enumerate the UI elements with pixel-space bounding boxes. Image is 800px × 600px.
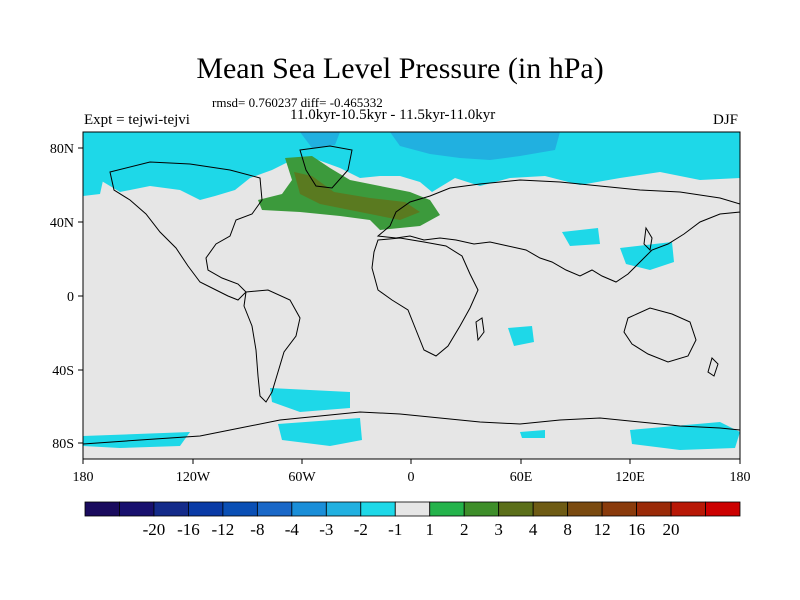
experiment-label: Expt = tejwi-tejvi xyxy=(84,112,190,128)
colorbar-label: -3 xyxy=(319,520,333,539)
colorbar-swatch xyxy=(84,501,120,517)
colorbar-swatch xyxy=(188,501,224,517)
colorbar-label: -4 xyxy=(285,520,300,539)
lat-tick-label: 80N xyxy=(50,142,74,157)
colorbar-label: 8 xyxy=(563,520,572,539)
colorbar-label: -16 xyxy=(177,520,200,539)
longitude-axis: 180 120W 60W 0 60E 120E 180 xyxy=(73,459,751,485)
map-title: Mean Sea Level Pressure (in hPa) xyxy=(196,52,604,85)
lat-tick-label: 40N xyxy=(50,216,74,231)
lon-tick-label: 180 xyxy=(73,470,94,485)
lat-tick-label: 80S xyxy=(52,437,74,452)
lat-tick-label: 40S xyxy=(52,364,74,379)
coastlines xyxy=(82,145,741,445)
colorbar-swatch xyxy=(360,501,396,517)
colorbar-swatch xyxy=(567,501,603,517)
lon-tick-label: 120E xyxy=(615,470,645,485)
colorbar: -20 -16 -12 -8 -4 -3 -2 -1 1 2 3 4 8 12 16 20 xyxy=(84,501,741,539)
colorbar-swatch xyxy=(498,501,534,517)
colorbar-swatch xyxy=(256,501,293,517)
colorbar-label: -8 xyxy=(250,520,264,539)
stats-text: rmsd= 0.760237 diff= -0.465332 xyxy=(212,95,383,110)
lon-tick-label: 60W xyxy=(288,470,316,485)
colorbar-swatch xyxy=(636,501,672,517)
lon-tick-label: 60E xyxy=(510,470,533,485)
colorbar-label: 4 xyxy=(529,520,538,539)
latitude-axis: 80N 40N 0 40S 80S xyxy=(50,142,83,452)
colorbar-label: 2 xyxy=(460,520,469,539)
colorbar-label: -2 xyxy=(354,520,368,539)
colorbar-swatch xyxy=(463,501,500,517)
positive-anomaly-regions xyxy=(258,156,440,230)
lon-tick-label: 180 xyxy=(730,470,751,485)
lon-tick-label: 0 xyxy=(408,470,415,485)
colorbar-swatch xyxy=(153,501,189,517)
colorbar-swatch xyxy=(532,501,569,517)
colorbar-label: 3 xyxy=(494,520,503,539)
colorbar-label: 12 xyxy=(594,520,611,539)
colorbar-swatch xyxy=(601,501,637,517)
lat-tick-label: 0 xyxy=(67,290,74,305)
colorbar-label: 1 xyxy=(425,520,434,539)
period-text: 11.0kyr-10.5kyr - 11.5kyr-11.0kyr xyxy=(290,107,496,123)
colorbar-label: -1 xyxy=(388,520,402,539)
lon-tick-label: 120W xyxy=(176,470,211,485)
colorbar-swatch xyxy=(119,501,155,517)
colorbar-swatch xyxy=(222,501,258,517)
colorbar-swatch xyxy=(291,501,327,517)
colorbar-label: -20 xyxy=(143,520,166,539)
colorbar-label: 16 xyxy=(628,520,645,539)
colorbar-swatch xyxy=(670,501,706,517)
colorbar-swatch xyxy=(394,501,431,517)
colorbar-label: 20 xyxy=(663,520,680,539)
season-label: DJF xyxy=(713,112,739,128)
colorbar-swatch xyxy=(325,501,362,517)
colorbar-swatch xyxy=(429,501,465,517)
colorbar-swatch xyxy=(705,501,741,517)
colorbar-label: -12 xyxy=(212,520,235,539)
